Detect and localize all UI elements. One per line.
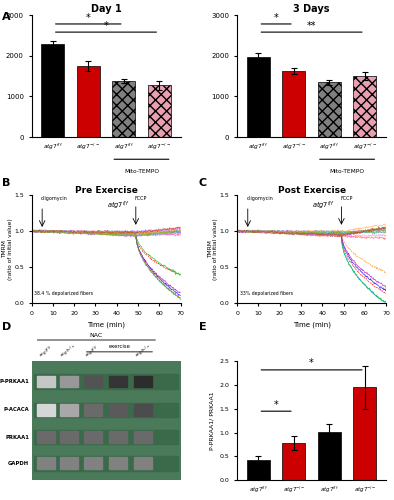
Bar xyxy=(109,404,127,416)
Text: Mito-TEMPO: Mito-TEMPO xyxy=(124,169,159,174)
Text: **: ** xyxy=(307,22,316,32)
Title: Post Exercise: Post Exercise xyxy=(277,186,346,196)
Bar xyxy=(84,404,102,416)
Text: $atg7^{f/f}$: $atg7^{f/f}$ xyxy=(83,344,102,362)
Bar xyxy=(84,432,102,443)
X-axis label: Time (min): Time (min) xyxy=(87,322,125,328)
Text: $atg7^{f/f}$: $atg7^{f/f}$ xyxy=(37,344,56,362)
Bar xyxy=(35,430,178,444)
Text: *: * xyxy=(86,13,91,23)
Text: 33% depolarized fibers: 33% depolarized fibers xyxy=(240,290,293,296)
Text: P-PRKAA1: P-PRKAA1 xyxy=(0,379,29,384)
Bar xyxy=(60,404,78,416)
Text: P-ACACA: P-ACACA xyxy=(4,408,29,412)
Text: B: B xyxy=(2,178,10,188)
Text: $atg7^{-/-}$: $atg7^{-/-}$ xyxy=(58,342,79,361)
Title: Pre Exercise: Pre Exercise xyxy=(74,186,138,196)
Bar xyxy=(353,76,376,137)
Text: C: C xyxy=(199,178,207,188)
Bar xyxy=(134,432,152,443)
Bar xyxy=(60,458,78,469)
Bar xyxy=(84,376,102,388)
Text: E: E xyxy=(199,322,206,332)
Bar xyxy=(60,376,78,388)
Y-axis label: TMRM
(ratio of initial value): TMRM (ratio of initial value) xyxy=(2,218,13,280)
Bar xyxy=(35,403,178,417)
Title: 3 Days: 3 Days xyxy=(294,4,330,14)
Text: GAPDH: GAPDH xyxy=(8,461,29,466)
Text: *: * xyxy=(274,400,279,410)
Bar xyxy=(112,81,135,137)
Bar xyxy=(41,44,64,137)
Bar xyxy=(247,56,270,137)
Bar xyxy=(318,82,341,137)
Bar xyxy=(35,456,178,470)
Text: Mito-TEMPO: Mito-TEMPO xyxy=(330,169,364,174)
Bar xyxy=(37,376,56,388)
Text: FCCP: FCCP xyxy=(135,196,147,201)
Bar xyxy=(109,432,127,443)
Bar xyxy=(77,66,100,137)
Y-axis label: TMRM
(ratio of initial value): TMRM (ratio of initial value) xyxy=(208,218,218,280)
Text: *: * xyxy=(104,22,108,32)
Bar xyxy=(247,460,270,480)
Text: PRKAA1: PRKAA1 xyxy=(5,435,29,440)
Bar xyxy=(37,404,56,416)
Bar xyxy=(148,86,171,137)
Bar xyxy=(37,458,56,469)
Bar xyxy=(109,376,127,388)
X-axis label: Time (min): Time (min) xyxy=(293,322,331,328)
Text: *: * xyxy=(274,13,279,23)
Y-axis label: P-PRKAA1/ PRKAA1: P-PRKAA1/ PRKAA1 xyxy=(209,392,214,450)
Bar xyxy=(353,388,376,480)
Bar xyxy=(109,458,127,469)
Text: exercise: exercise xyxy=(108,344,130,350)
Text: $atg7^{f/f}$: $atg7^{f/f}$ xyxy=(312,200,335,212)
Bar xyxy=(318,432,341,480)
Text: 38.4 % depolarized fibers: 38.4 % depolarized fibers xyxy=(35,290,93,296)
Bar xyxy=(35,374,178,388)
Bar xyxy=(60,432,78,443)
Text: A: A xyxy=(2,12,11,22)
Bar xyxy=(134,376,152,388)
Bar xyxy=(282,443,305,480)
Text: oligomycin: oligomycin xyxy=(41,196,68,201)
Text: *: * xyxy=(309,358,314,368)
Text: NAC: NAC xyxy=(90,332,103,338)
Text: $atg7^{f/f}$: $atg7^{f/f}$ xyxy=(107,200,129,212)
Bar xyxy=(134,458,152,469)
Bar xyxy=(282,71,305,137)
Text: FCCP: FCCP xyxy=(340,196,353,201)
Text: oligomycin: oligomycin xyxy=(247,196,273,201)
Text: D: D xyxy=(2,322,11,332)
Bar xyxy=(84,458,102,469)
Bar xyxy=(37,432,56,443)
Title: Day 1: Day 1 xyxy=(91,4,121,14)
Bar xyxy=(134,404,152,416)
Text: $atg7^{-/-}$: $atg7^{-/-}$ xyxy=(133,342,154,361)
